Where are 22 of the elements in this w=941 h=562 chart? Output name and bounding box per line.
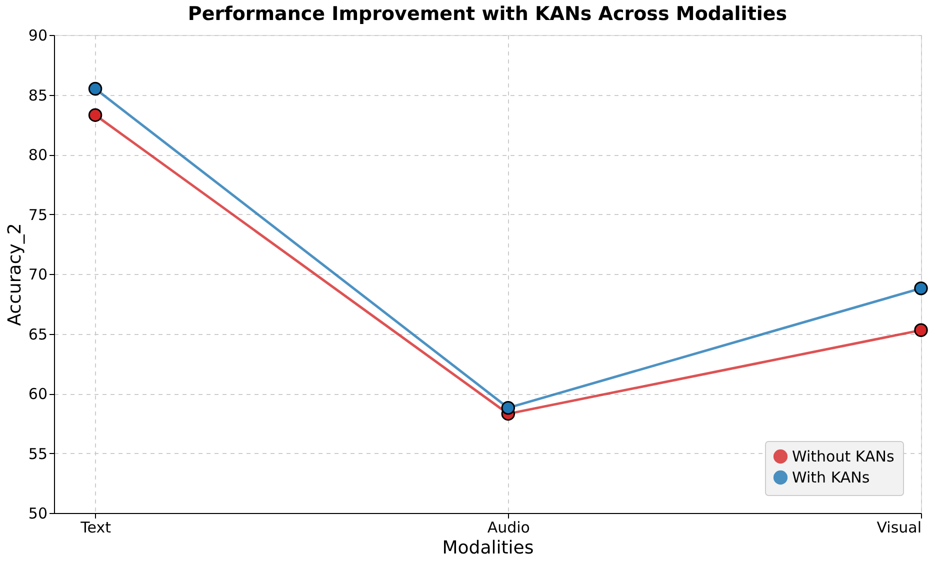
y-tick-label: 80 bbox=[28, 146, 48, 164]
y-tick-label: 50 bbox=[28, 504, 48, 522]
x-tick-label: Audio bbox=[487, 518, 530, 536]
legend-label: Without KANs bbox=[792, 448, 894, 466]
x-tick-label: Text bbox=[80, 518, 112, 536]
point bbox=[88, 108, 102, 122]
point bbox=[88, 82, 102, 96]
y-tick-label: 75 bbox=[28, 206, 48, 224]
y-tick-label: 55 bbox=[28, 444, 48, 463]
x-axis-title: Modalities bbox=[442, 538, 534, 558]
y-tick-label: 90 bbox=[28, 26, 48, 44]
point bbox=[501, 400, 516, 415]
point bbox=[914, 323, 928, 338]
y-tick-label: 85 bbox=[28, 86, 48, 104]
x-tick-label: Visual bbox=[876, 518, 922, 536]
y-tick-label: 60 bbox=[28, 385, 48, 403]
chart-title: Performance Improvement with KANs Across Modalities bbox=[188, 3, 788, 25]
point bbox=[914, 281, 928, 296]
y-tick-label: 70 bbox=[28, 266, 48, 284]
y-axis-title: Accuracy_2 bbox=[4, 223, 26, 326]
y-tick-label: 65 bbox=[28, 325, 48, 344]
legend-label: With KANs bbox=[792, 468, 870, 486]
